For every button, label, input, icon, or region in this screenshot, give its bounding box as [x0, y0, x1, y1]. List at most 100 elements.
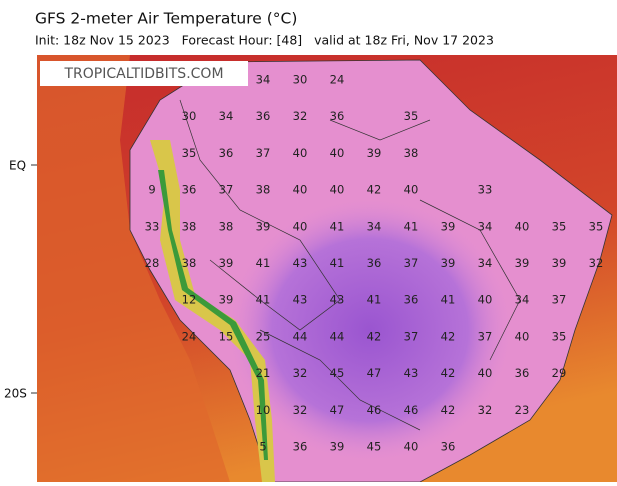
temperature-label: 30 — [182, 109, 197, 123]
temperature-label: 37 — [404, 329, 419, 343]
temperature-label: 40 — [515, 329, 530, 343]
temperature-label: 15 — [219, 329, 234, 343]
temperature-label: 34 — [515, 293, 530, 307]
temperature-label: 34 — [478, 256, 493, 270]
temperature-label: 40 — [515, 219, 530, 233]
temperature-label: 43 — [330, 293, 345, 307]
temperature-label: 39 — [552, 256, 567, 270]
temperature-label: 35 — [552, 219, 567, 233]
temperature-label: 33 — [478, 183, 493, 197]
temperature-label: 38 — [182, 256, 197, 270]
temperature-label: 12 — [182, 293, 197, 307]
temperature-label: 37 — [478, 329, 493, 343]
temperature-label: 33 — [145, 219, 160, 233]
temperature-label: 39 — [219, 293, 234, 307]
temperature-label: 40 — [330, 146, 345, 160]
temperature-label: 39 — [256, 219, 271, 233]
temperature-label: 42 — [367, 183, 382, 197]
temperature-label: 42 — [367, 329, 382, 343]
watermark-box — [40, 61, 248, 86]
temperature-label: 30 — [293, 73, 308, 87]
temperature-label: 25 — [256, 329, 271, 343]
temperature-label: 41 — [441, 293, 456, 307]
temperature-label: 37 — [552, 293, 567, 307]
temperature-label: 44 — [330, 329, 345, 343]
temperature-label: 24 — [182, 329, 197, 343]
temperature-label: 40 — [478, 366, 493, 380]
temperature-label: 28 — [145, 256, 160, 270]
map-area — [37, 55, 617, 483]
temperature-label: 46 — [367, 403, 382, 417]
temperature-label: 32 — [293, 403, 308, 417]
temperature-label: 47 — [330, 403, 345, 417]
temperature-label: 41 — [256, 293, 271, 307]
temperature-label: 35 — [552, 329, 567, 343]
temperature-label: 43 — [293, 293, 308, 307]
temperature-label: 21 — [256, 366, 271, 380]
subtitle: Init: 18z Nov 15 2023 Forecast Hour: [48… — [35, 33, 494, 48]
temperature-label: 39 — [219, 256, 234, 270]
temperature-label: 10 — [256, 403, 271, 417]
temperature-label: 45 — [330, 366, 345, 380]
temperature-label: 40 — [478, 293, 493, 307]
temperature-label: 41 — [330, 256, 345, 270]
temperature-label: 29 — [552, 366, 567, 380]
temperature-label: 5 — [259, 440, 266, 454]
title: GFS 2-meter Air Temperature (°C) — [35, 10, 297, 28]
temperature-label: 37 — [256, 146, 271, 160]
watermark: TROPICALTIDBITS.COM — [63, 66, 223, 82]
temperature-label: 35 — [404, 109, 419, 123]
temperature-label: 36 — [441, 440, 456, 454]
borders — [179, 99, 521, 431]
lat-label: 20S — [4, 387, 27, 401]
temperature-label: 42 — [441, 403, 456, 417]
temperature-label: 45 — [367, 440, 382, 454]
temperature-label: 34 — [367, 219, 382, 233]
hot-core — [230, 200, 510, 460]
temperature-label: 41 — [330, 219, 345, 233]
temperature-label: 32 — [293, 366, 308, 380]
temperature-label: 32 — [293, 109, 308, 123]
temperature-label: 39 — [515, 256, 530, 270]
temperature-label: 34 — [219, 109, 234, 123]
temperature-label: 37 — [219, 183, 234, 197]
temperature-label: 32 — [589, 256, 604, 270]
temperature-label: 36 — [515, 366, 530, 380]
temperature-label: 34 — [256, 73, 271, 87]
temperature-label: 23 — [515, 403, 530, 417]
temperature-label: 40 — [293, 183, 308, 197]
temperature-label: 35 — [182, 146, 197, 160]
temperature-label: 39 — [330, 440, 345, 454]
temperature-label: 41 — [404, 219, 419, 233]
temperature-label: 41 — [367, 293, 382, 307]
temperature-label: 38 — [404, 146, 419, 160]
temperature-label: 38 — [219, 219, 234, 233]
temperature-label: 38 — [182, 219, 197, 233]
temperature-label: 40 — [293, 146, 308, 160]
lat-label: EQ — [9, 159, 26, 173]
temperature-label: 40 — [293, 219, 308, 233]
temperature-label: 36 — [330, 109, 345, 123]
temperature-label: 40 — [330, 183, 345, 197]
temperature-label: 36 — [219, 146, 234, 160]
temperature-label: 40 — [404, 183, 419, 197]
temperature-label: 36 — [182, 183, 197, 197]
temperature-label: 39 — [441, 219, 456, 233]
temperature-labels: 34 30 24 30 34 36 32 36 35 35 36 37 40 40 39 38 9 36 37 38 4… — [145, 73, 604, 454]
temperature-label: 46 — [404, 403, 419, 417]
temperature-label: 47 — [367, 366, 382, 380]
temperature-label: 43 — [404, 366, 419, 380]
temperature-label: 36 — [367, 256, 382, 270]
temperature-label: 43 — [293, 256, 308, 270]
temperature-label: 40 — [404, 440, 419, 454]
temperature-label: 41 — [256, 256, 271, 270]
temperature-label: 9 — [148, 183, 155, 197]
temperature-label: 44 — [293, 329, 308, 343]
temperature-label: 36 — [256, 109, 271, 123]
temperature-label: 38 — [256, 183, 271, 197]
temperature-label: 42 — [441, 366, 456, 380]
temperature-label: 37 — [404, 256, 419, 270]
temperature-label: 36 — [404, 293, 419, 307]
